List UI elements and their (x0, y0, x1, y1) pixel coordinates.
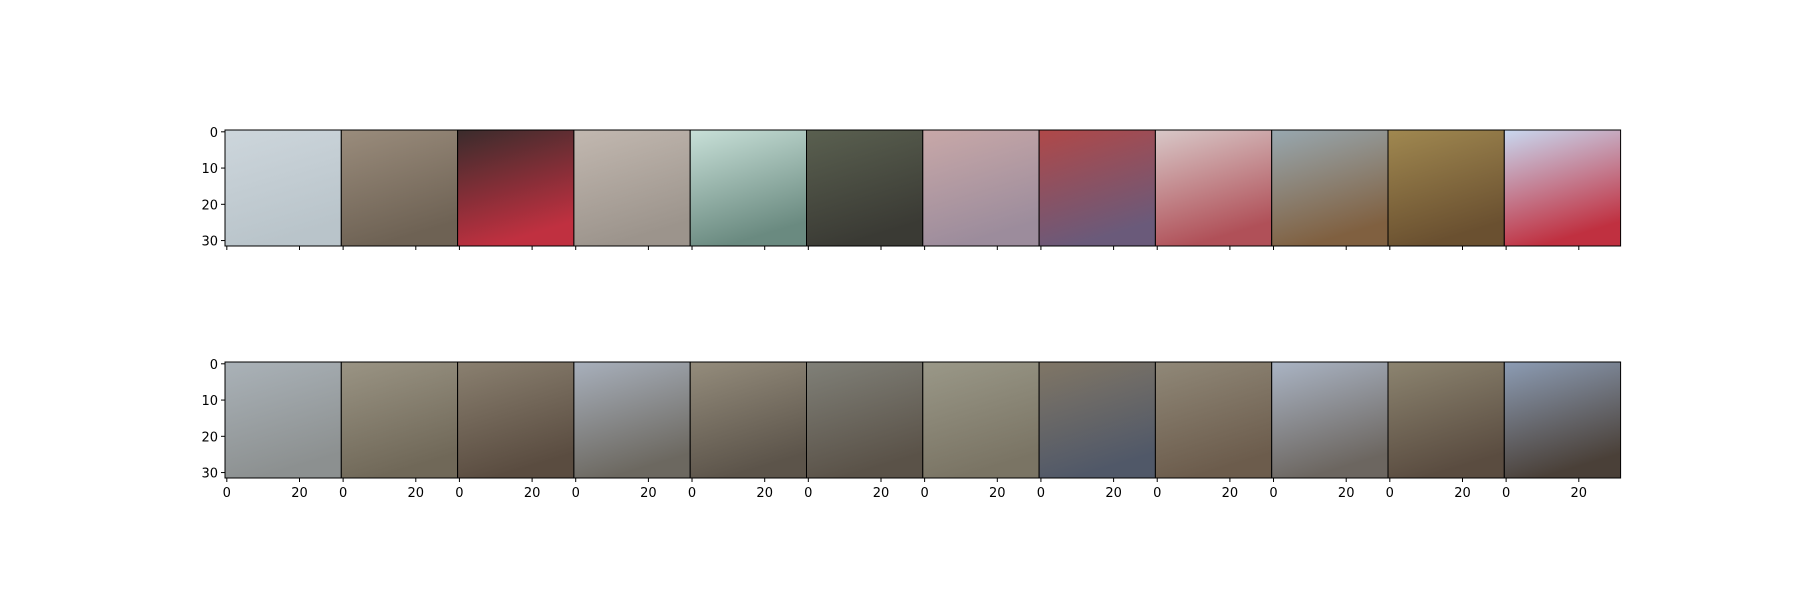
x-tick-label: 0 (1502, 486, 1510, 501)
thumbnail (1388, 362, 1505, 478)
x-tick-label: 20 (408, 486, 425, 501)
image-panel: 0 20 (339, 361, 459, 501)
thumbnail (1039, 362, 1156, 478)
image-panel: 0 20 (455, 361, 575, 501)
x-tick-label: 20 (756, 486, 773, 501)
panel-frame (1503, 361, 1622, 479)
thumbnail (573, 130, 691, 246)
thumbnail (1504, 362, 1621, 478)
thumbnail (225, 130, 342, 246)
thumbnail (341, 130, 458, 246)
thumbnail (457, 362, 574, 478)
thumbnail (1271, 130, 1388, 246)
x-tick-label: 0 (455, 486, 463, 501)
x-tick-label: 0 (804, 486, 812, 501)
thumbnail (1388, 130, 1505, 246)
thumbnail (922, 130, 1040, 246)
y-tick-label: 0 (210, 358, 218, 373)
image-panel: 0 20 (688, 361, 808, 501)
x-tick-label: 0 (223, 486, 231, 501)
thumbnail (806, 130, 923, 246)
x-tick-label: 0 (572, 486, 580, 501)
y-tick-label: 10 (201, 394, 218, 409)
image-panel: 0 10 20 30 (201, 126, 342, 250)
y-tick-label: 20 (201, 198, 218, 213)
image-panel (1154, 129, 1273, 250)
image-panel (340, 129, 459, 250)
thumbnail (341, 362, 458, 478)
image-panel (922, 129, 1040, 250)
image-panel: 0 20 (572, 361, 691, 501)
image-panel (573, 129, 691, 250)
image-panel: 0 20 (920, 361, 1040, 501)
image-panel (806, 129, 924, 250)
y-tick-label: 30 (201, 235, 218, 250)
thumbnail (457, 130, 574, 246)
thumbnail (1504, 130, 1621, 246)
x-tick-label: 20 (640, 486, 657, 501)
x-tick-label: 20 (291, 486, 308, 501)
image-panel: 0 20 (1502, 361, 1622, 501)
thumbnail (1155, 130, 1272, 246)
image-panel: 0 20 (1386, 361, 1505, 501)
y-tick-label: 10 (201, 162, 218, 177)
image-panel: 0 20 0 10 20 30 (201, 358, 342, 501)
image-panel (689, 129, 808, 250)
y-tick-label: 30 (201, 467, 218, 482)
x-tick-label: 0 (1037, 486, 1045, 501)
x-tick-label: 20 (873, 486, 890, 501)
image-panel: 0 20 (1037, 361, 1156, 501)
x-tick-label: 0 (1386, 486, 1394, 501)
x-tick-label: 0 (339, 486, 347, 501)
thumbnail (1271, 362, 1388, 478)
x-tick-label: 0 (688, 486, 696, 501)
panel-frame (1503, 129, 1622, 247)
image-panel (1387, 129, 1505, 250)
x-tick-label: 0 (920, 486, 928, 501)
x-tick-label: 0 (1269, 486, 1277, 501)
x-tick-label: 20 (1571, 486, 1588, 501)
thumbnail (1039, 130, 1156, 246)
image-panel: 0 20 (1153, 361, 1273, 501)
y-tick-label: 0 (210, 126, 218, 141)
x-tick-label: 20 (1338, 486, 1355, 501)
x-tick-label: 0 (1153, 486, 1161, 501)
x-tick-label: 20 (1105, 486, 1122, 501)
x-tick-label: 20 (1222, 486, 1239, 501)
image-panel (457, 129, 575, 250)
image-panel (1038, 129, 1156, 250)
thumbnail (573, 362, 691, 478)
thumbnail (922, 362, 1040, 478)
x-tick-label: 20 (989, 486, 1006, 501)
x-tick-label: 20 (524, 486, 541, 501)
thumbnail (690, 362, 807, 478)
image-panel (1503, 129, 1622, 250)
image-panel: 0 20 (804, 361, 924, 501)
x-tick-label: 20 (1454, 486, 1471, 501)
thumbnail (1155, 362, 1272, 478)
image-panel: 0 20 (1269, 361, 1389, 501)
thumbnail (690, 130, 807, 246)
y-tick-label: 20 (201, 430, 218, 445)
thumbnail (225, 362, 342, 478)
image-panel (1271, 129, 1389, 250)
thumbnail (806, 362, 923, 478)
